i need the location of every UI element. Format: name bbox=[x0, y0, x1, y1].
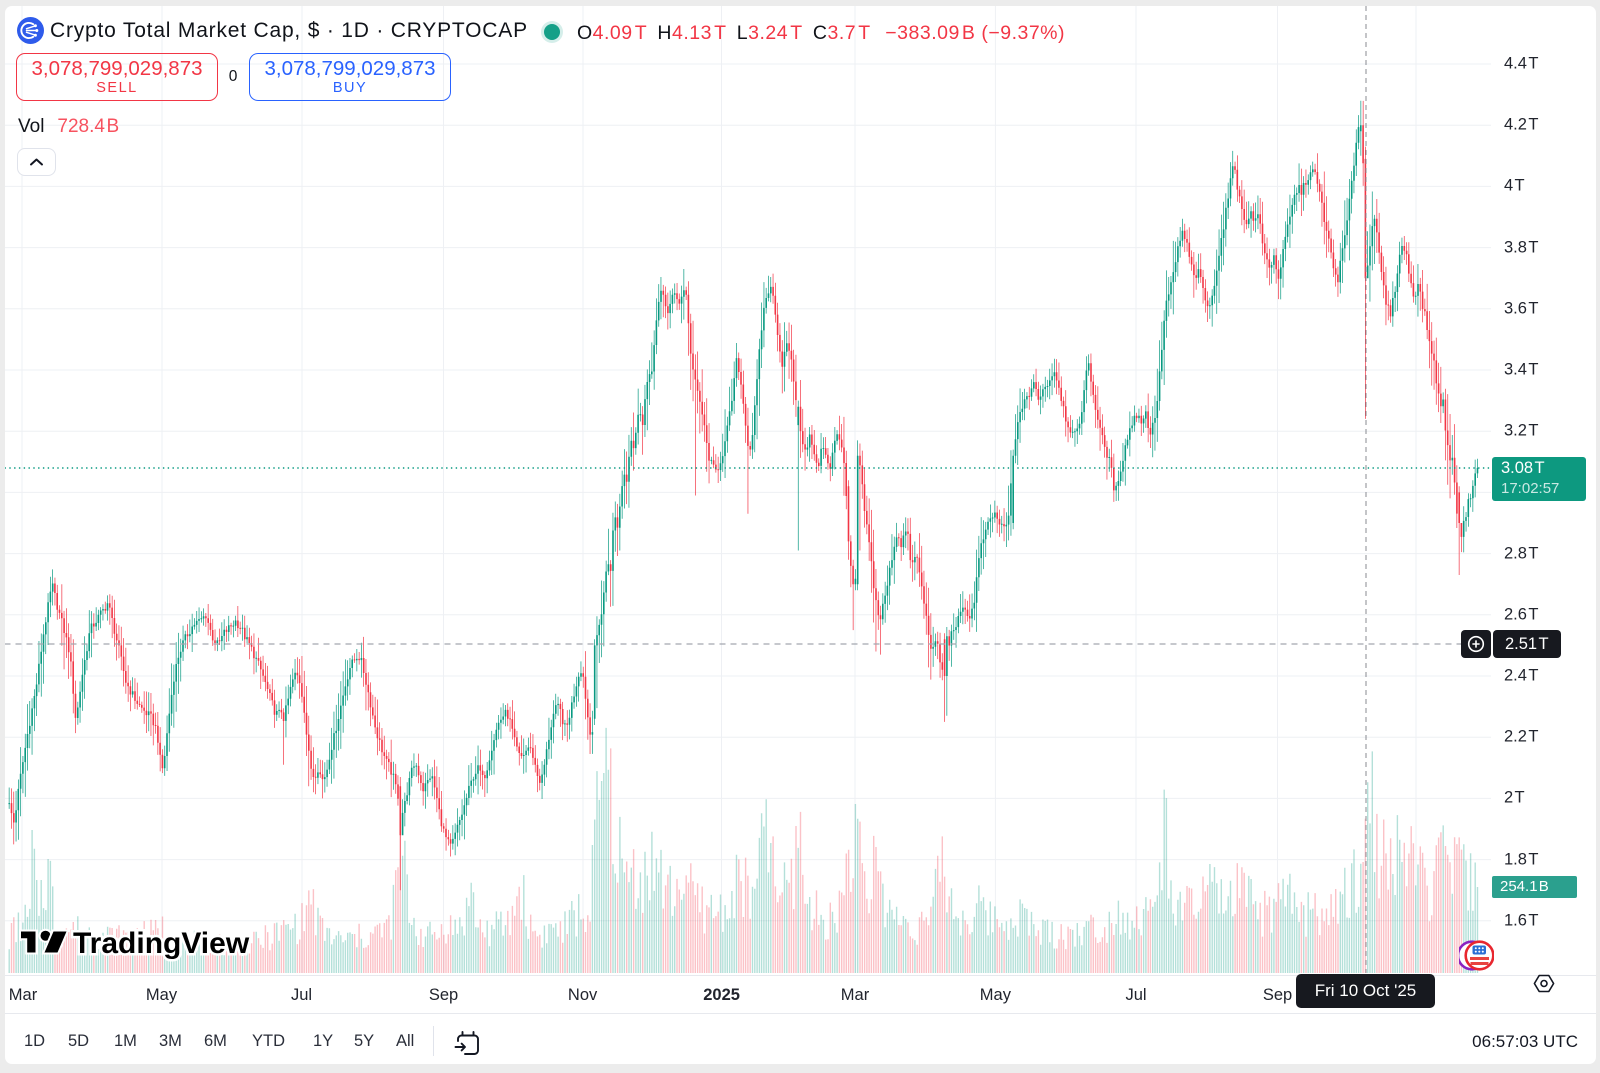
svg-text:TradingView: TradingView bbox=[73, 927, 250, 960]
